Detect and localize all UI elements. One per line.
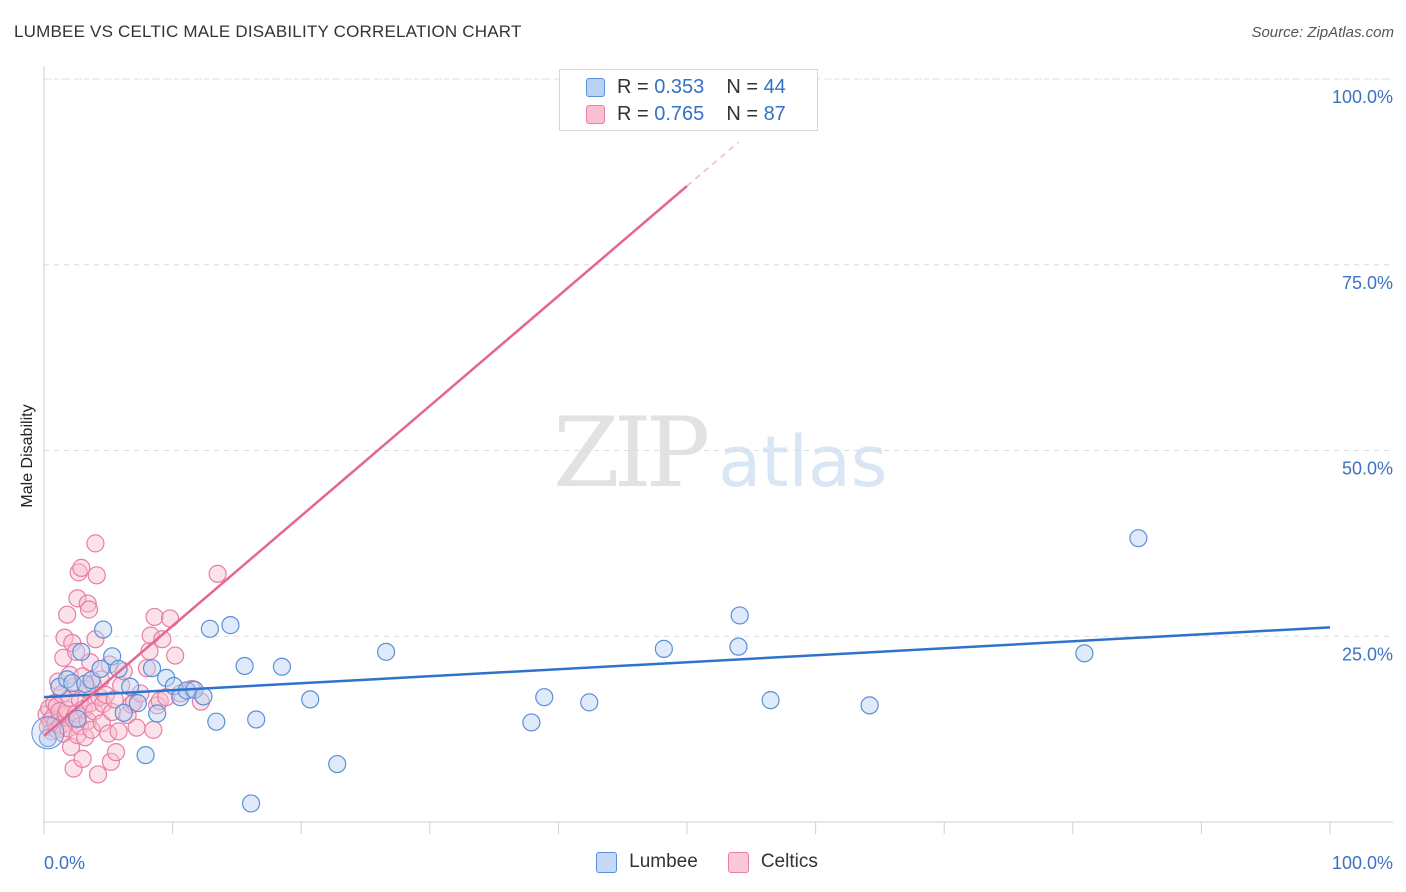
lumbee-point-0: [38, 728, 57, 748]
lumbee-legend-swatch: [596, 851, 618, 873]
lumbee-point-8: [91, 659, 110, 679]
watermark-zip: ZIP: [553, 397, 710, 509]
lumbee-point-39: [730, 606, 749, 625]
celtics-point-37: [73, 749, 92, 768]
lumbee-point-3: [63, 673, 82, 693]
legend-item-lumbee[interactable]: Lumbee: [596, 851, 698, 873]
celtics-point-75: [144, 720, 163, 739]
celtics-point-82: [166, 646, 185, 665]
lumbee-points: [31, 529, 1148, 813]
celtics-point-51: [87, 566, 106, 585]
lumbee-n-label: N =: [726, 75, 758, 98]
celtics-point-63: [106, 743, 126, 762]
celtics-point-29: [67, 642, 86, 661]
lumbee-point-4: [68, 709, 87, 728]
chart-title: LUMBEE VS CELTIC MALE DISABILITY CORRELA…: [14, 22, 522, 41]
lumbee-swatch: [586, 77, 605, 97]
lumbee-point-38: [729, 637, 748, 656]
legend-item-celtics[interactable]: Celtics: [727, 851, 818, 873]
lumbee-n-value: 44: [763, 75, 786, 98]
lumbee-point-17: [148, 704, 167, 723]
celtics-point-70: [127, 718, 146, 737]
celtics-point-30: [68, 589, 87, 608]
celtics-n-label: N =: [726, 102, 758, 125]
tick-labels: 25.0% 50.0% 75.0% 100.0% 0.0% 100.0%: [44, 87, 1393, 873]
celtics-trend-line: [43, 185, 688, 737]
celtics-r-label: R =: [617, 102, 649, 125]
celtics-point-19: [58, 605, 77, 624]
celtics-point-76: [145, 607, 164, 627]
lumbee-point-16: [142, 659, 162, 678]
lumbee-point-37: [654, 639, 673, 658]
lumbee-point-30: [272, 657, 292, 676]
celtics-point-79: [153, 630, 172, 649]
lumbee-point-23: [194, 687, 213, 706]
celtics-n-value: 87: [763, 102, 786, 125]
lumbee-point-33: [376, 642, 396, 661]
celtics-point-50: [86, 534, 105, 553]
lumbee-point-31: [301, 690, 320, 709]
x-tick-label-1: 100.0%: [1332, 853, 1393, 873]
lumbee-point-42: [1075, 644, 1094, 663]
y-tick-label-2: 75.0%: [1342, 273, 1393, 293]
lumbee-point-25: [207, 712, 226, 731]
lumbee-point-27: [235, 656, 254, 676]
lumbee-point-5: [72, 642, 91, 661]
lumbee-point-24: [200, 619, 219, 638]
lumbee-point-28: [241, 794, 261, 813]
celtics-point-52: [88, 765, 108, 784]
lumbee-point-36: [580, 693, 599, 712]
celtics-point-86: [208, 564, 227, 583]
celtics-point-45: [81, 653, 100, 672]
celtics-point-41: [78, 594, 97, 613]
lumbee-point-43: [1129, 529, 1148, 548]
celtics-point-64: [109, 722, 128, 741]
y-tick-label-1: 50.0%: [1342, 459, 1393, 479]
source-credit: Source: ZipAtlas.com: [1251, 24, 1394, 41]
legend-row-celtics: R = 0.765 N = 87: [560, 101, 786, 127]
celtics-point-55: [92, 714, 111, 733]
lumbee-point-32: [328, 754, 347, 774]
lumbee-point-35: [535, 688, 554, 707]
series-legend: Lumbee Celtics: [0, 851, 1406, 873]
lumbee-point-9: [94, 620, 113, 639]
celtics-point-35: [72, 558, 91, 577]
grid-lines: [44, 78, 1393, 637]
lumbee-point-40: [761, 691, 780, 710]
celtics-point-60: [101, 752, 120, 771]
lumbee-r-label: R =: [617, 75, 649, 98]
lumbee-legend-label: Lumbee: [629, 851, 698, 872]
y-tick-label-3: 100.0%: [1332, 87, 1393, 107]
watermark-atlas: atlas: [718, 421, 888, 503]
lumbee-point-26: [221, 616, 240, 635]
correlation-legend: R = 0.353 N = 44 R = 0.765 N = 87: [559, 69, 818, 131]
celtics-trend-extension: [686, 141, 739, 187]
lumbee-point-41: [860, 696, 879, 715]
lumbee-trend-line: [43, 626, 1331, 699]
celtics-point-43: [79, 600, 99, 619]
lumbee-r-value: 0.353: [654, 75, 705, 98]
lumbee-point-29: [247, 710, 266, 729]
legend-row-lumbee: R = 0.353 N = 44: [560, 74, 786, 100]
celtics-point-49: [86, 630, 105, 649]
watermark: ZIP atlas: [553, 405, 887, 502]
celtics-legend-label: Celtics: [760, 851, 818, 872]
x-tick-label-0: 0.0%: [44, 853, 85, 873]
lumbee-point-11: [109, 659, 128, 679]
lumbee-point-34: [522, 713, 541, 732]
celtics-r-value: 0.765: [654, 102, 705, 125]
celtics-legend-swatch: [727, 851, 749, 873]
lumbee-point-12: [114, 703, 133, 722]
trend-lines: [43, 141, 1331, 737]
y-tick-label-0: 25.0%: [1342, 644, 1393, 664]
celtics-swatch: [586, 104, 605, 124]
lumbee-point-14: [128, 694, 147, 713]
lumbee-point-15: [136, 746, 155, 765]
